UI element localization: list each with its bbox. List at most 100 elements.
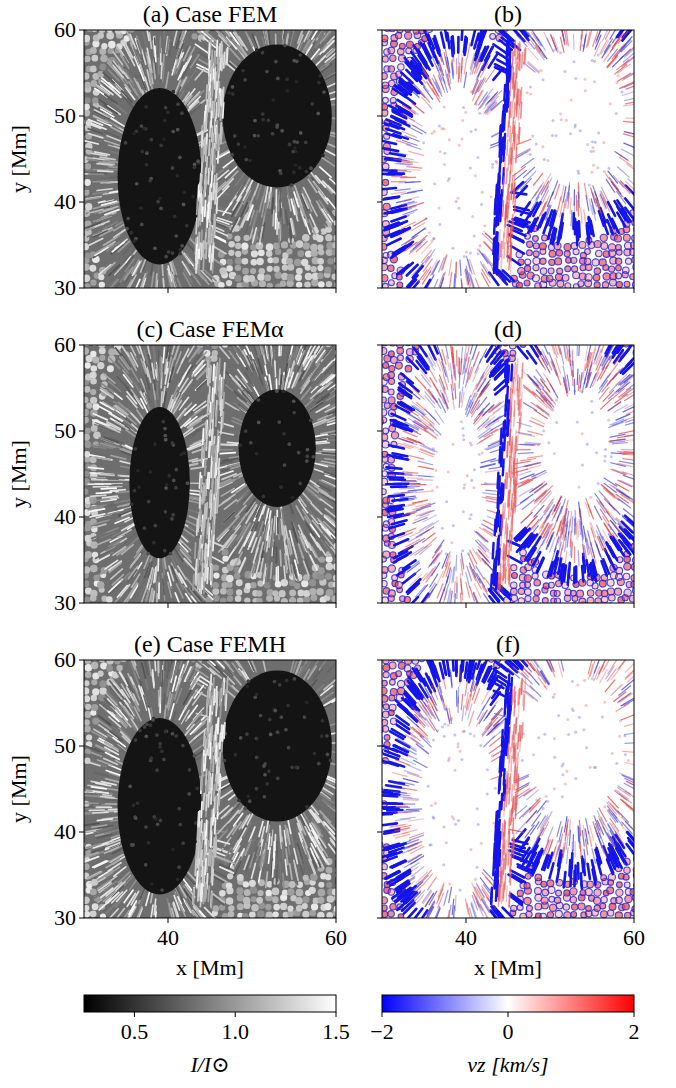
umbral-dot: [261, 51, 265, 55]
filament: [124, 255, 133, 267]
umbral-dot: [261, 112, 265, 116]
granule: [592, 259, 599, 266]
granule: [616, 265, 622, 271]
filament: [384, 197, 399, 199]
umbral-dot: [132, 239, 136, 243]
image-area: [84, 30, 336, 288]
filament: [124, 280, 132, 288]
umbral-dot: [298, 166, 302, 170]
granule: [395, 32, 401, 38]
filament: [521, 179, 531, 190]
filament: [327, 208, 336, 220]
umbral-dot: [241, 69, 245, 73]
filament: [86, 197, 101, 199]
granule: [578, 281, 584, 287]
filament: [405, 169, 420, 170]
granule: [398, 64, 405, 71]
filament: [530, 203, 538, 216]
filament: [142, 49, 146, 64]
granule: [623, 267, 630, 274]
granule: [97, 32, 104, 39]
image-background: [382, 30, 634, 288]
filament: [108, 280, 118, 288]
filament: [574, 190, 575, 205]
filament: [603, 197, 609, 211]
filament: [275, 190, 277, 205]
filament: [306, 39, 314, 52]
umbral-dot: [271, 132, 275, 136]
umbral-dot: [275, 123, 279, 127]
filament: [551, 228, 555, 243]
umbral-dot: [310, 102, 314, 106]
filament: [487, 104, 498, 114]
light-bridge: [215, 128, 218, 143]
filament: [471, 30, 475, 45]
granule: [241, 243, 248, 250]
filament: [413, 266, 423, 278]
filament: [401, 263, 413, 273]
filament: [464, 72, 467, 87]
filament: [570, 198, 571, 213]
filament: [101, 85, 113, 94]
granule: [382, 283, 388, 288]
filament: [86, 196, 101, 198]
filament: [618, 167, 629, 177]
filament: [89, 173, 104, 175]
granule: [301, 259, 308, 266]
filament: [225, 167, 236, 177]
granule: [388, 280, 394, 286]
y-tick: [79, 288, 84, 289]
umbral-dot: [158, 196, 162, 200]
filament: [626, 118, 634, 120]
umbral-dot: [546, 159, 549, 162]
filament: [279, 186, 282, 201]
granule: [585, 274, 592, 281]
granule: [614, 235, 621, 242]
filament: [310, 214, 316, 228]
filament: [478, 30, 483, 40]
filament: [409, 127, 422, 134]
y-tick-label: 50: [54, 103, 76, 128]
light-bridge: [209, 155, 212, 170]
filament: [610, 30, 618, 39]
filament: [618, 64, 630, 73]
filament: [310, 171, 320, 183]
filament: [147, 48, 150, 63]
filament: [486, 94, 496, 105]
filament: [616, 153, 629, 161]
granule: [382, 35, 388, 42]
filament: [612, 56, 623, 67]
granule: [84, 109, 90, 116]
granule: [259, 268, 265, 274]
filament: [412, 103, 424, 113]
granule: [596, 250, 602, 256]
umbral-dot: [166, 110, 170, 114]
filament: [327, 47, 336, 57]
light-bridge: [198, 259, 201, 274]
filament: [189, 104, 200, 114]
filament: [115, 263, 125, 274]
filament: [439, 61, 444, 76]
filament: [184, 269, 192, 282]
umbral-dot: [261, 118, 265, 122]
umbral-dot: [267, 118, 271, 122]
light-bridge: [205, 243, 208, 258]
filament: [276, 219, 278, 234]
granule: [92, 97, 98, 103]
filament: [521, 202, 530, 215]
filament: [146, 30, 149, 40]
filament: [563, 187, 566, 202]
umbral-dot: [233, 134, 237, 138]
granule: [326, 281, 332, 287]
filament: [423, 70, 431, 83]
filament: [383, 148, 398, 151]
granule: [533, 257, 540, 264]
filament: [482, 269, 490, 282]
umbral-dot: [305, 170, 309, 174]
filament: [406, 280, 416, 288]
granule: [624, 281, 630, 287]
filament: [491, 91, 502, 102]
granule: [324, 267, 331, 274]
filament: [550, 211, 554, 226]
umbral-dot: [159, 206, 163, 210]
